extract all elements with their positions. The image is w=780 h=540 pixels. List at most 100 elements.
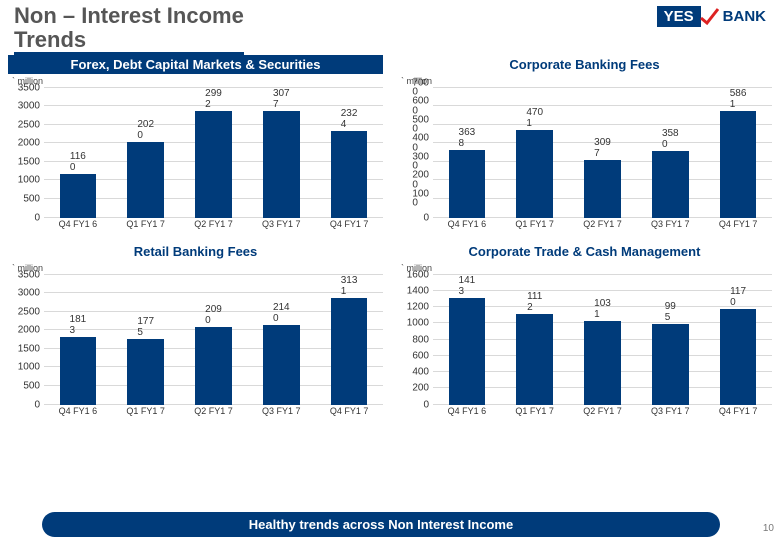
y-tick-label: 1000 <box>18 175 40 186</box>
bar <box>584 160 621 218</box>
bar <box>720 111 757 218</box>
bar <box>652 151 689 217</box>
title-line1: Non – Interest Income <box>14 3 244 28</box>
y-tick-label: 3000 <box>18 288 40 299</box>
bar <box>516 314 553 404</box>
y-tick-label: 2000 <box>412 171 429 190</box>
x-tick-label: Q4 FY1 6 <box>436 218 497 240</box>
y-tick-label: 1500 <box>18 156 40 167</box>
y-tick-label: 200 <box>412 383 429 394</box>
y-tick-label: 2000 <box>18 325 40 336</box>
y-tick-label: 2500 <box>18 306 40 317</box>
chart-title: Corporate Banking Fees <box>395 55 774 74</box>
bar-value-label: 5861 <box>730 88 747 110</box>
y-tick-label: 400 <box>412 367 429 378</box>
bar-slot: 5861 <box>708 88 769 218</box>
bar-value-label: 3077 <box>273 88 290 110</box>
bar <box>449 150 486 218</box>
chart-panel: Corporate Banking Fees` million010002000… <box>395 55 774 240</box>
y-tick-label: 3000 <box>412 152 429 171</box>
y-tick-label: 3000 <box>18 101 40 112</box>
yes-bank-logo: YES BANK <box>657 6 770 27</box>
bar <box>449 298 486 405</box>
y-tick-label: 1000 <box>412 189 429 208</box>
y-tick-label: 0 <box>423 399 429 410</box>
x-tick-label: Q4 FY1 7 <box>319 218 380 240</box>
x-tick-label: Q3 FY1 7 <box>251 218 312 240</box>
x-axis: Q4 FY1 6Q1 FY1 7Q2 FY1 7Q3 FY1 7Q4 FY1 7 <box>44 405 383 427</box>
bar-slot: 3077 <box>251 88 312 218</box>
bar-value-label: 3638 <box>459 127 476 149</box>
x-axis: Q4 FY1 6 Q1 FY1 7 Q2 FY1 7 Q3 FY1 7 Q4 FY1 7 <box>44 218 383 240</box>
bar-slot: 3097 <box>572 88 633 218</box>
x-tick-label: Q2 FY1 7 <box>183 218 244 240</box>
x-tick-label: Q4 FY1 7 <box>708 405 769 427</box>
bar-slot: 1775 <box>115 275 176 405</box>
bar <box>263 111 300 218</box>
x-axis: Q4 FY1 6Q1 FY1 7Q2 FY1 7Q3 FY1 7Q4 FY1 7 <box>433 218 772 240</box>
y-tick-label: 6000 <box>412 97 429 116</box>
chart-unit: ` million <box>395 261 774 273</box>
x-axis: Q4 FY1 6 Q1 FY1 7 Q2 FY1 7 Q3 FY1 7 Q4 FY1 7 <box>433 405 772 427</box>
bar-value-label: 3097 <box>594 137 611 159</box>
chart-panel: Forex, Debt Capital Markets & Securities… <box>6 55 385 240</box>
bar-value-label: 995 <box>665 301 676 323</box>
y-tick-label: 1400 <box>407 285 429 296</box>
x-tick-label: Q4 FY1 6 <box>47 218 108 240</box>
y-tick-label: 1000 <box>18 362 40 373</box>
bar-slot: 2090 <box>183 275 244 405</box>
bar-slot: 1170 <box>708 275 769 405</box>
chart-area: 0200400600800100012001400160014131112103… <box>433 275 772 427</box>
x-tick-label: Q1 FY1 7 <box>504 405 565 427</box>
bar <box>331 298 368 405</box>
bar-slot: 2324 <box>319 88 380 218</box>
bar-value-label: 1775 <box>137 316 154 338</box>
y-tick-label: 2000 <box>18 138 40 149</box>
y-tick-label: 600 <box>412 350 429 361</box>
chart-area: 0500100015002000250030003500181317752090… <box>44 275 383 427</box>
y-tick-label: 0 <box>423 212 429 223</box>
y-tick-label: 4000 <box>412 134 429 153</box>
logo-yes: YES <box>657 6 701 27</box>
bar-slot: 3638 <box>436 88 497 218</box>
y-tick-label: 7000 <box>412 78 429 97</box>
x-tick-label: Q1 FY1 7 <box>115 218 176 240</box>
bar-slot: 2020 <box>115 88 176 218</box>
y-axis: 01000200030004000500060007000 <box>395 88 431 218</box>
bar-slot: 2992 <box>183 88 244 218</box>
y-axis: 0500100015002000250030003500 <box>6 275 42 405</box>
bar <box>127 339 164 405</box>
chart-title: Retail Banking Fees <box>6 242 385 261</box>
chart-panel: Retail Banking Fees` million050010001500… <box>6 242 385 427</box>
y-tick-label: 1500 <box>18 343 40 354</box>
bar-value-label: 1112 <box>527 291 542 313</box>
bar <box>331 131 368 217</box>
chart-area: 0100020003000400050006000700036384701309… <box>433 88 772 240</box>
x-tick-label: Q3 FY1 7 <box>640 218 701 240</box>
title-line2: Trends <box>14 27 86 52</box>
bar <box>652 324 689 405</box>
y-tick-label: 0 <box>34 399 40 410</box>
bar-slot: 1112 <box>504 275 565 405</box>
x-tick-label: Q3 FY1 7 <box>251 405 312 427</box>
bars-container: 18131775209021403131 <box>44 275 383 405</box>
bar-slot: 1813 <box>47 275 108 405</box>
charts-grid: Forex, Debt Capital Markets & Securities… <box>0 55 780 427</box>
bar-value-label: 1413 <box>459 275 476 297</box>
bar-slot: 1031 <box>572 275 633 405</box>
bar-slot: 3580 <box>640 88 701 218</box>
bar-slot: 995 <box>640 275 701 405</box>
chart-title: Corporate Trade & Cash Management <box>395 242 774 261</box>
bar-value-label: 2992 <box>205 88 222 110</box>
y-tick-label: 1000 <box>407 318 429 329</box>
chart-unit: ` million <box>395 74 774 86</box>
y-tick-label: 500 <box>23 193 40 204</box>
chart-unit: ` million <box>6 74 385 86</box>
x-tick-label: Q3 FY1 7 <box>640 405 701 427</box>
bar-value-label: 1160 <box>70 151 86 173</box>
y-tick-label: 3500 <box>18 82 40 93</box>
x-tick-label: Q2 FY1 7 <box>572 405 633 427</box>
check-icon <box>699 7 719 27</box>
x-tick-label: Q4 FY1 6 <box>436 405 497 427</box>
x-tick-label: Q4 FY1 6 <box>47 405 108 427</box>
